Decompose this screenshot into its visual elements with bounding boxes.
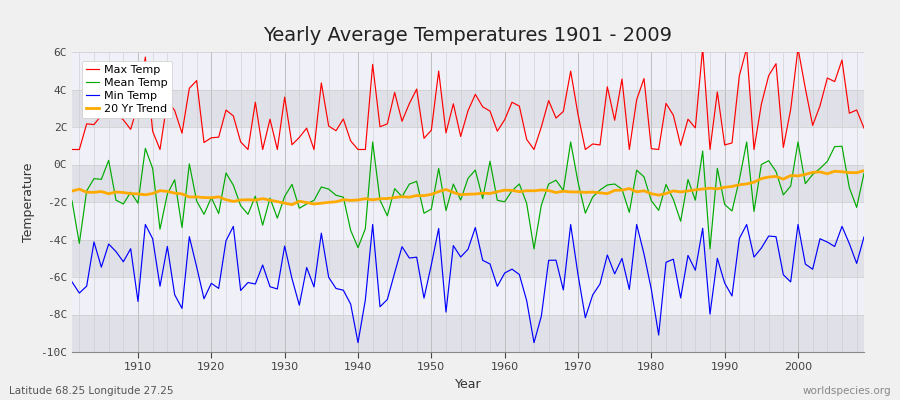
Max Temp <box>67 147 77 152</box>
Line: Mean Temp: Mean Temp <box>72 142 864 249</box>
Min Temp <box>859 234 869 239</box>
Line: 20 Yr Trend: 20 Yr Trend <box>72 171 864 205</box>
Max Temp <box>286 142 297 147</box>
20 Yr Trend <box>338 197 348 202</box>
Min Temp <box>125 246 136 251</box>
Mean Temp <box>507 188 517 193</box>
Mean Temp <box>286 182 297 187</box>
Max Temp <box>859 126 869 130</box>
Max Temp <box>125 127 136 132</box>
Min Temp <box>514 272 525 277</box>
20 Yr Trend <box>67 189 77 194</box>
Y-axis label: Temperature: Temperature <box>22 162 34 242</box>
20 Yr Trend <box>286 202 297 207</box>
Bar <box>72 202 864 240</box>
Bar <box>72 52 864 90</box>
20 Yr Trend <box>859 168 869 173</box>
Bar <box>72 127 864 164</box>
20 Yr Trend <box>125 191 136 196</box>
Mean Temp <box>500 200 510 204</box>
20 Yr Trend <box>507 188 517 193</box>
Text: Latitude 68.25 Longitude 27.25: Latitude 68.25 Longitude 27.25 <box>9 386 174 396</box>
Line: Max Temp: Max Temp <box>72 48 864 150</box>
Mean Temp <box>67 198 77 203</box>
20 Yr Trend <box>595 190 606 195</box>
Bar <box>72 240 864 277</box>
Max Temp <box>492 129 503 134</box>
Text: worldspecies.org: worldspecies.org <box>803 386 891 396</box>
Min Temp <box>507 267 517 272</box>
Bar <box>72 90 864 127</box>
Min Temp <box>602 252 613 257</box>
Min Temp <box>353 340 364 345</box>
Mean Temp <box>528 246 539 251</box>
20 Yr Trend <box>500 188 510 192</box>
Max Temp <box>330 128 341 133</box>
Bar <box>72 164 864 202</box>
Min Temp <box>338 288 348 292</box>
Mean Temp <box>330 193 341 198</box>
Mean Temp <box>125 190 136 194</box>
X-axis label: Year: Year <box>454 378 482 391</box>
Min Temp <box>140 222 150 227</box>
Bar <box>72 277 864 314</box>
Line: Min Temp: Min Temp <box>72 224 864 343</box>
Mean Temp <box>367 140 378 144</box>
Mean Temp <box>602 182 613 187</box>
20 Yr Trend <box>294 199 305 204</box>
Min Temp <box>294 303 305 308</box>
Title: Yearly Average Temperatures 1901 - 2009: Yearly Average Temperatures 1901 - 2009 <box>264 26 672 45</box>
Max Temp <box>698 46 708 51</box>
Mean Temp <box>859 171 869 176</box>
Legend: Max Temp, Mean Temp, Min Temp, 20 Yr Trend: Max Temp, Mean Temp, Min Temp, 20 Yr Tre… <box>82 60 172 118</box>
Max Temp <box>500 117 510 122</box>
Min Temp <box>67 280 77 284</box>
Bar <box>72 314 864 352</box>
Max Temp <box>588 142 598 146</box>
